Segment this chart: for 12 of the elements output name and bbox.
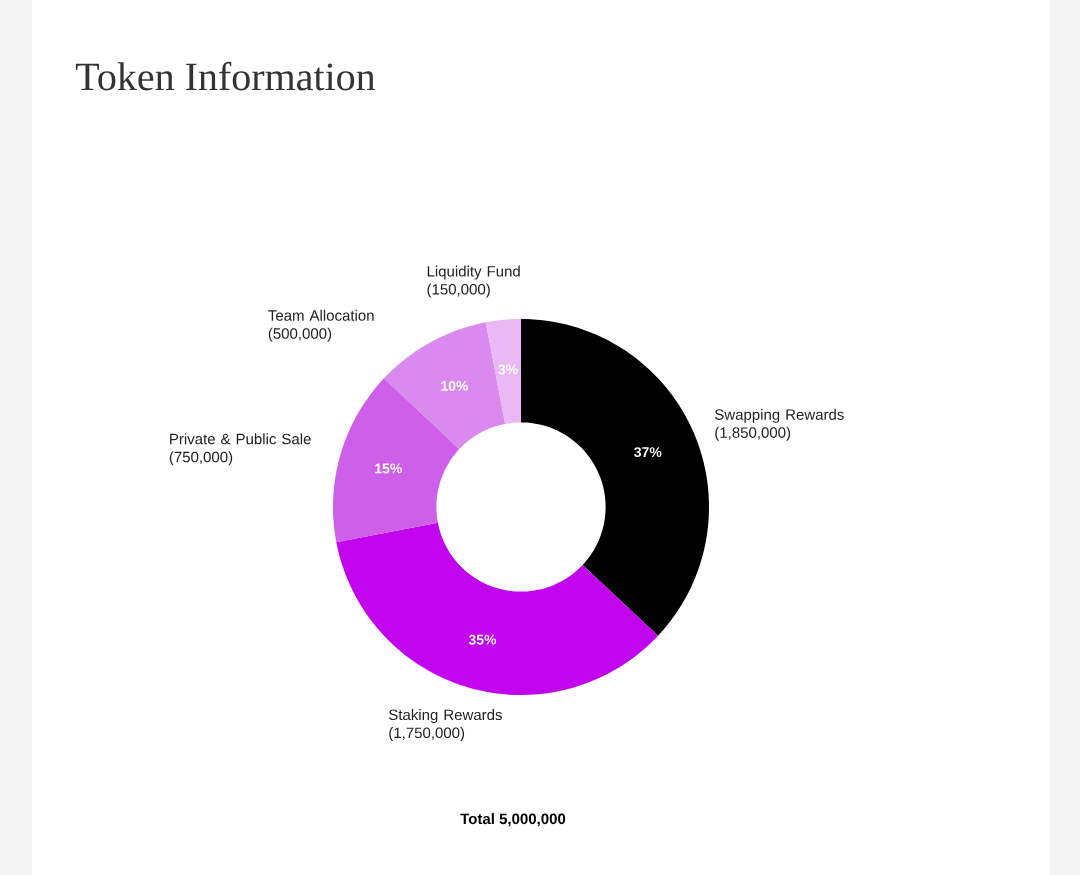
slice-label: Swapping Rewards (1,850,000)	[714, 408, 844, 441]
slice-label: Staking Rewards (1,750,000)	[388, 709, 502, 742]
slice-label: Private & Public Sale (750,000)	[169, 433, 311, 466]
data-label: 3%	[498, 364, 518, 375]
text: Total 5,000,000	[460, 813, 566, 827]
slice-label: Liquidity Fund (150,000)	[427, 265, 520, 298]
chart-title: Token Information	[75, 61, 376, 91]
data-label: 35%	[468, 634, 497, 645]
data-label: 15%	[375, 463, 402, 474]
data-label: 10%	[441, 380, 469, 391]
slice-label: Team Allocation (500,000)	[268, 309, 374, 342]
data-label: 37%	[634, 447, 662, 458]
